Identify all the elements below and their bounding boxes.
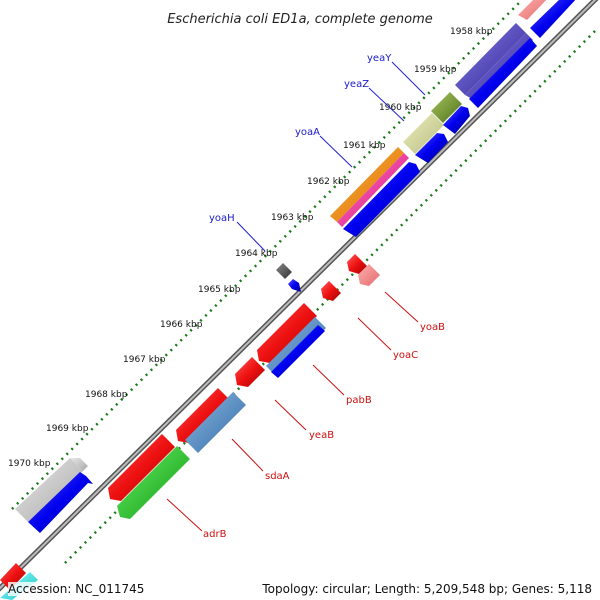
reverse-gene-labels: yoaB yoaC pabB yeaB sdaA adrB (203, 322, 445, 540)
cds-arrow[interactable] (469, 38, 537, 108)
gene-label-yoaC[interactable]: yoaC (393, 350, 418, 361)
kbp-label: 1967 kbp (123, 355, 166, 365)
cds-arrow[interactable] (271, 325, 325, 378)
reverse-leaders (166, 291, 419, 532)
gene-label-yoaB[interactable]: yoaB (420, 322, 445, 333)
gene-label-yeaB[interactable]: yeaB (309, 430, 334, 441)
gene-arrow[interactable] (185, 392, 246, 453)
forward-leaders (236, 61, 426, 252)
reverse-strand-features (108, 254, 380, 519)
forward-gene-labels: yeaY yeaZ yoaA yoaH (209, 53, 392, 224)
kbp-label: 1965 kbp (198, 285, 241, 295)
cds-arrow[interactable] (28, 472, 93, 533)
gene-arrow[interactable] (70, 458, 88, 471)
kbp-label: 1966 kbp (160, 320, 203, 330)
kbp-scale: 1958 kbp 1959 kbp 1960 kbp 1961 kbp 1962… (8, 27, 493, 469)
gene-arrow[interactable] (518, 0, 549, 20)
outer-tick-track (11, 1, 521, 510)
gene-arrow[interactable] (15, 458, 83, 522)
gene-label-sdaA[interactable]: sdaA (265, 471, 290, 482)
gene-arrow[interactable] (431, 92, 462, 123)
gene-label-yoaH[interactable]: yoaH (209, 213, 235, 224)
kbp-label: 1963 kbp (271, 213, 314, 223)
topology-text: Topology: circular; Length: 5,209,548 bp… (262, 582, 592, 596)
gene-label-adrB[interactable]: adrB (203, 529, 227, 540)
gene-label-yeaY[interactable]: yeaY (367, 53, 392, 64)
gene-label-yeaZ[interactable]: yeaZ (344, 79, 369, 90)
gene-arrow[interactable] (108, 434, 175, 501)
gene-arrow[interactable] (257, 303, 317, 363)
kbp-label: 1958 kbp (450, 27, 493, 37)
gene-label-pabB[interactable]: pabB (346, 395, 372, 406)
kbp-label: 1962 kbp (307, 177, 350, 187)
genome-title: Escherichia coli ED1a, complete genome (167, 12, 433, 27)
gene-arrow[interactable] (330, 147, 404, 222)
gene-arrow[interactable] (276, 263, 292, 279)
kbp-label: 1961 kbp (343, 141, 386, 151)
kbp-label: 1964 kbp (235, 249, 278, 259)
footer: Accession: NC_011745 Topology: circular;… (0, 578, 600, 600)
cds-arrow[interactable] (343, 162, 420, 237)
accession-text: Accession: NC_011745 (8, 582, 145, 596)
gene-arrow[interactable] (117, 446, 190, 519)
cds-arrow[interactable] (443, 106, 470, 134)
gene-arrow[interactable] (347, 254, 367, 274)
cds-arrow[interactable] (288, 279, 301, 292)
kbp-label: 1968 kbp (85, 390, 128, 400)
cds-arrow[interactable] (465, 33, 533, 100)
cds-arrow[interactable] (415, 133, 448, 163)
gene-label-yoaA[interactable]: yoaA (295, 127, 320, 138)
gene-arrow[interactable] (455, 23, 526, 95)
gene-arrow[interactable] (176, 388, 231, 443)
kbp-label: 1959 kbp (414, 65, 457, 75)
gene-arrow[interactable] (321, 281, 341, 301)
cds-arrow[interactable] (530, 0, 578, 38)
forward-strand-features (0, 0, 578, 600)
gene-arrow[interactable] (235, 357, 265, 387)
gene-arrow[interactable] (337, 153, 409, 227)
kbp-label: 1970 kbp (8, 459, 51, 469)
kbp-label: 1960 kbp (379, 103, 422, 113)
gene-arrow[interactable] (358, 264, 380, 286)
gene-arrow[interactable] (0, 563, 26, 590)
gene-arrow[interactable] (403, 113, 444, 154)
kbp-label: 1969 kbp (46, 424, 89, 434)
